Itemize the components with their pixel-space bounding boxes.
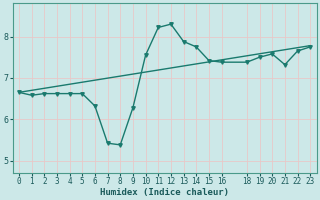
X-axis label: Humidex (Indice chaleur): Humidex (Indice chaleur) <box>100 188 229 197</box>
